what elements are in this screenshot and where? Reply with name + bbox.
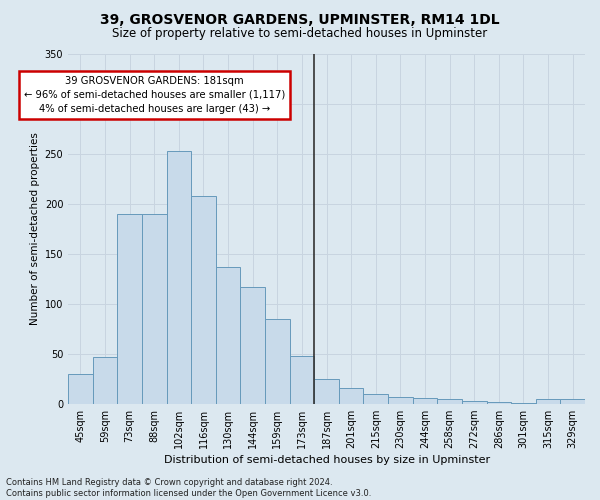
Text: Contains HM Land Registry data © Crown copyright and database right 2024.
Contai: Contains HM Land Registry data © Crown c… [6,478,371,498]
Bar [388,396,413,404]
Bar [437,398,462,404]
Bar [536,398,560,404]
Bar [413,398,437,404]
Text: 39 GROSVENOR GARDENS: 181sqm
← 96% of semi-detached houses are smaller (1,117)
4: 39 GROSVENOR GARDENS: 181sqm ← 96% of se… [23,76,285,114]
Bar [364,394,388,404]
Bar [118,214,142,404]
Bar [265,319,290,404]
Text: 39, GROSVENOR GARDENS, UPMINSTER, RM14 1DL: 39, GROSVENOR GARDENS, UPMINSTER, RM14 1… [100,12,500,26]
Bar [216,267,241,404]
Bar [511,402,536,404]
Bar [191,196,216,404]
Bar [462,400,487,404]
Bar [68,374,93,404]
Bar [142,214,167,404]
Bar [167,151,191,404]
Text: Size of property relative to semi-detached houses in Upminster: Size of property relative to semi-detach… [112,28,488,40]
Bar [314,378,339,404]
Bar [487,402,511,404]
Bar [93,356,118,404]
Bar [560,398,585,404]
Y-axis label: Number of semi-detached properties: Number of semi-detached properties [31,132,40,326]
Bar [241,287,265,404]
X-axis label: Distribution of semi-detached houses by size in Upminster: Distribution of semi-detached houses by … [163,455,490,465]
Bar [339,388,364,404]
Bar [290,356,314,404]
